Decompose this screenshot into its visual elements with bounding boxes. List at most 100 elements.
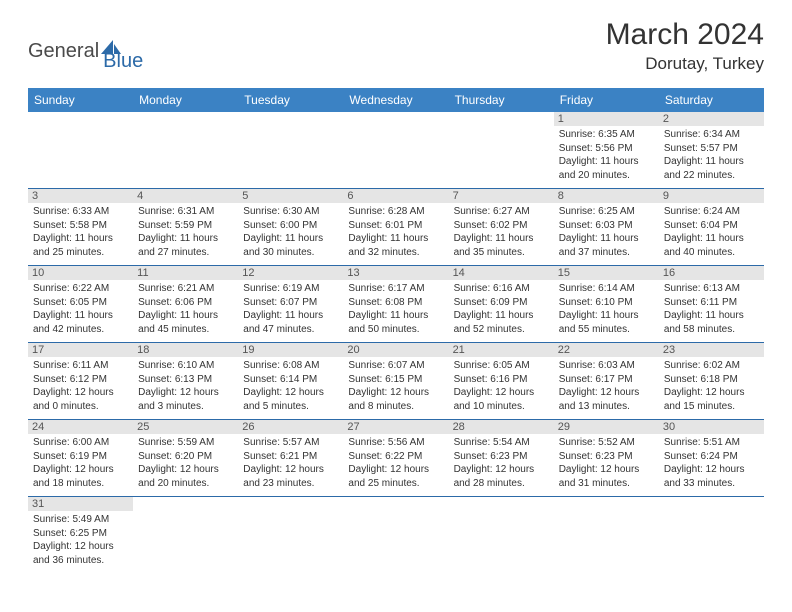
day-details: Sunrise: 6:17 AMSunset: 6:08 PMDaylight:… xyxy=(348,282,443,336)
day-cell: 28 Sunrise: 5:54 AMSunset: 6:23 PMDayligh… xyxy=(449,420,554,497)
day-cell: 9 Sunrise: 6:24 AMSunset: 6:04 PMDaylight… xyxy=(659,189,764,266)
day-cell: 14Sunrise: 6:16 AMSunset: 6:09 PMDayligh… xyxy=(449,266,554,343)
day-cell: 13 Sunrise: 6:17 AMSunset: 6:08 PMDayligh… xyxy=(343,266,448,343)
day-number: 20 xyxy=(343,343,448,357)
dayname-6: Saturday xyxy=(659,88,764,112)
empty-cell xyxy=(659,497,764,574)
day-cell: 17Sunrise: 6:11 AMSunset: 6:12 PMDayligh… xyxy=(28,343,133,420)
dayname-0: Sunday xyxy=(28,88,133,112)
day-details: Sunrise: 6:10 AMSunset: 6:13 PMDaylight:… xyxy=(138,359,233,413)
day-cell: 31Sunrise: 5:49 AMSunset: 6:25 PMDayligh… xyxy=(28,497,133,574)
day-number: 8 xyxy=(554,189,659,203)
day-cell: 3 Sunrise: 6:33 AMSunset: 5:58 PMDaylight… xyxy=(28,189,133,266)
brand-text-1: General xyxy=(28,40,99,63)
empty-cell xyxy=(133,497,238,574)
day-number: 10 xyxy=(28,266,133,280)
location-text: Dorutay, Turkey xyxy=(606,54,764,74)
day-cell: 4 Sunrise: 6:31 AMSunset: 5:59 PMDaylight… xyxy=(133,189,238,266)
dayname-4: Thursday xyxy=(449,88,554,112)
day-details: Sunrise: 6:34 AMSunset: 5:57 PMDaylight:… xyxy=(664,128,759,182)
dayname-1: Monday xyxy=(133,88,238,112)
day-cell: 15Sunrise: 6:14 AMSunset: 6:10 PMDayligh… xyxy=(554,266,659,343)
brand-logo: General Blue xyxy=(28,30,143,73)
day-cell: 18Sunrise: 6:10 AMSunset: 6:13 PMDayligh… xyxy=(133,343,238,420)
day-number: 30 xyxy=(659,420,764,434)
day-cell: 21 Sunrise: 6:05 AMSunset: 6:16 PMDayligh… xyxy=(449,343,554,420)
day-details: Sunrise: 6:22 AMSunset: 6:05 PMDaylight:… xyxy=(33,282,128,336)
day-details: Sunrise: 5:49 AMSunset: 6:25 PMDaylight:… xyxy=(33,513,128,567)
dayname-2: Tuesday xyxy=(238,88,343,112)
title-block: March 2024 Dorutay, Turkey xyxy=(606,18,764,74)
empty-cell xyxy=(449,497,554,574)
day-cell: 12Sunrise: 6:19 AMSunset: 6:07 PMDayligh… xyxy=(238,266,343,343)
day-cell: 5 Sunrise: 6:30 AMSunset: 6:00 PMDaylight… xyxy=(238,189,343,266)
day-cell: 24Sunrise: 6:00 AMSunset: 6:19 PMDayligh… xyxy=(28,420,133,497)
day-cell: 23Sunrise: 6:02 AMSunset: 6:18 PMDayligh… xyxy=(659,343,764,420)
calendar-header: SundayMondayTuesdayWednesdayThursdayFrid… xyxy=(28,88,764,112)
day-details: Sunrise: 5:52 AMSunset: 6:23 PMDaylight:… xyxy=(559,436,654,490)
week-row: 3 Sunrise: 6:33 AMSunset: 5:58 PMDaylight… xyxy=(28,189,764,266)
day-details: Sunrise: 6:02 AMSunset: 6:18 PMDaylight:… xyxy=(664,359,759,413)
day-cell: 27Sunrise: 5:56 AMSunset: 6:22 PMDayligh… xyxy=(343,420,448,497)
page-header: General Blue March 2024 Dorutay, Turkey xyxy=(28,18,764,74)
week-row: 24Sunrise: 6:00 AMSunset: 6:19 PMDayligh… xyxy=(28,420,764,497)
dayname-5: Friday xyxy=(554,88,659,112)
empty-cell xyxy=(28,112,133,189)
calendar-table: SundayMondayTuesdayWednesdayThursdayFrid… xyxy=(28,88,764,573)
day-details: Sunrise: 6:11 AMSunset: 6:12 PMDaylight:… xyxy=(33,359,128,413)
day-number: 9 xyxy=(659,189,764,203)
day-number: 2 xyxy=(659,112,764,126)
empty-cell xyxy=(343,497,448,574)
empty-cell xyxy=(449,112,554,189)
day-cell: 26Sunrise: 5:57 AMSunset: 6:21 PMDayligh… xyxy=(238,420,343,497)
day-number: 15 xyxy=(554,266,659,280)
day-details: Sunrise: 6:05 AMSunset: 6:16 PMDaylight:… xyxy=(454,359,549,413)
empty-cell xyxy=(133,112,238,189)
week-row: 1 Sunrise: 6:35 AMSunset: 5:56 PMDaylight… xyxy=(28,112,764,189)
day-number: 28 xyxy=(449,420,554,434)
day-number: 25 xyxy=(133,420,238,434)
day-cell: 6Sunrise: 6:28 AMSunset: 6:01 PMDaylight… xyxy=(343,189,448,266)
day-cell: 25 Sunrise: 5:59 AMSunset: 6:20 PMDayligh… xyxy=(133,420,238,497)
day-cell: 10 Sunrise: 6:22 AMSunset: 6:05 PMDayligh… xyxy=(28,266,133,343)
day-number: 21 xyxy=(449,343,554,357)
day-cell: 11Sunrise: 6:21 AMSunset: 6:06 PMDayligh… xyxy=(133,266,238,343)
day-details: Sunrise: 5:59 AMSunset: 6:20 PMDaylight:… xyxy=(138,436,233,490)
day-number: 3 xyxy=(28,189,133,203)
day-details: Sunrise: 6:25 AMSunset: 6:03 PMDaylight:… xyxy=(559,205,654,259)
day-details: Sunrise: 5:56 AMSunset: 6:22 PMDaylight:… xyxy=(348,436,443,490)
day-details: Sunrise: 6:31 AMSunset: 5:59 PMDaylight:… xyxy=(138,205,233,259)
day-number: 19 xyxy=(238,343,343,357)
day-number: 13 xyxy=(343,266,448,280)
day-details: Sunrise: 6:30 AMSunset: 6:00 PMDaylight:… xyxy=(243,205,338,259)
day-number: 26 xyxy=(238,420,343,434)
week-row: 17Sunrise: 6:11 AMSunset: 6:12 PMDayligh… xyxy=(28,343,764,420)
day-details: Sunrise: 6:33 AMSunset: 5:58 PMDaylight:… xyxy=(33,205,128,259)
dayname-3: Wednesday xyxy=(343,88,448,112)
empty-cell xyxy=(554,497,659,574)
day-details: Sunrise: 6:35 AMSunset: 5:56 PMDaylight:… xyxy=(559,128,654,182)
day-cell: 30Sunrise: 5:51 AMSunset: 6:24 PMDayligh… xyxy=(659,420,764,497)
week-row: 10 Sunrise: 6:22 AMSunset: 6:05 PMDayligh… xyxy=(28,266,764,343)
day-cell: 8 Sunrise: 6:25 AMSunset: 6:03 PMDaylight… xyxy=(554,189,659,266)
day-details: Sunrise: 6:03 AMSunset: 6:17 PMDaylight:… xyxy=(559,359,654,413)
day-cell: 16Sunrise: 6:13 AMSunset: 6:11 PMDayligh… xyxy=(659,266,764,343)
day-number: 6 xyxy=(343,189,448,203)
day-number: 1 xyxy=(554,112,659,126)
day-details: Sunrise: 6:27 AMSunset: 6:02 PMDaylight:… xyxy=(454,205,549,259)
brand-text-2: Blue xyxy=(103,50,143,73)
empty-cell xyxy=(238,497,343,574)
day-number: 4 xyxy=(133,189,238,203)
day-cell: 22Sunrise: 6:03 AMSunset: 6:17 PMDayligh… xyxy=(554,343,659,420)
day-details: Sunrise: 6:24 AMSunset: 6:04 PMDaylight:… xyxy=(664,205,759,259)
calendar-body: 1 Sunrise: 6:35 AMSunset: 5:56 PMDaylight… xyxy=(28,112,764,573)
day-details: Sunrise: 5:54 AMSunset: 6:23 PMDaylight:… xyxy=(454,436,549,490)
day-cell: 19Sunrise: 6:08 AMSunset: 6:14 PMDayligh… xyxy=(238,343,343,420)
day-number: 16 xyxy=(659,266,764,280)
day-cell: 29Sunrise: 5:52 AMSunset: 6:23 PMDayligh… xyxy=(554,420,659,497)
day-number: 11 xyxy=(133,266,238,280)
day-number: 5 xyxy=(238,189,343,203)
day-number: 14 xyxy=(449,266,554,280)
day-details: Sunrise: 6:00 AMSunset: 6:19 PMDaylight:… xyxy=(33,436,128,490)
empty-cell xyxy=(343,112,448,189)
